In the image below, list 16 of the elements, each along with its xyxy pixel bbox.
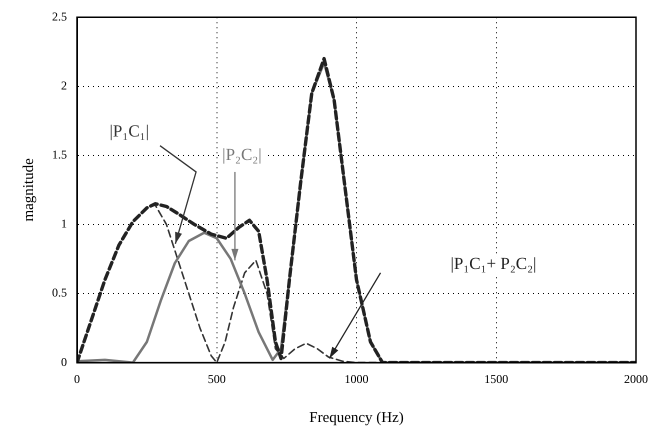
y-axis-title: magnitude [20,158,37,222]
x-tick-label: 0 [74,372,80,386]
y-tick-label: 2 [61,78,67,92]
text: |P₂C₂| [222,144,262,164]
y-tick-label: 1 [61,216,67,231]
y-tick-label: 0 [61,354,67,369]
x-tick-label: 2000 [624,372,648,386]
y-tick-label: 2.5 [52,9,67,24]
x-tick-label: 1500 [484,372,508,386]
text: |P₁C₁| [110,121,149,140]
y-tick-label: 1.5 [52,148,67,162]
x-axis-title: Frequency (Hz) [309,410,404,426]
x-tick-label: 500 [208,372,226,386]
y-tick-label: 0.5 [52,286,67,300]
text: |P₁C₁+ P₂C₂| [450,254,536,273]
x-tick-label: 1000 [344,372,368,386]
